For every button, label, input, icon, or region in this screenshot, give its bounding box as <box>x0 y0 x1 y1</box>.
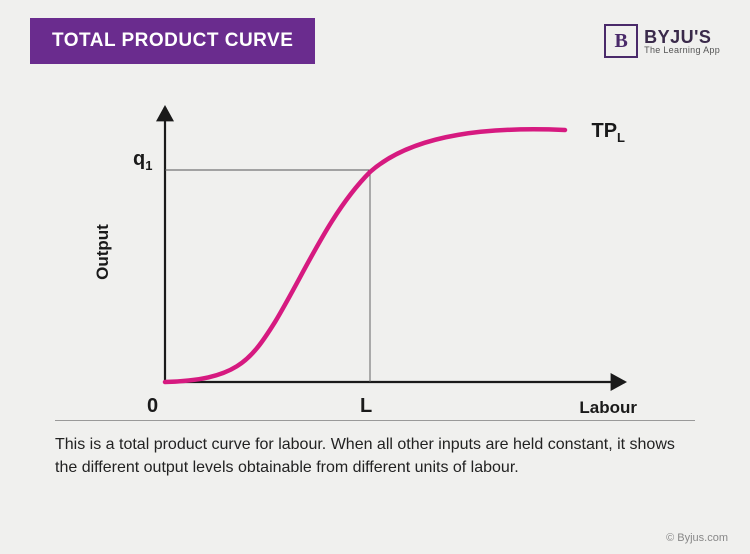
copyright-text: © Byjus.com <box>666 532 728 544</box>
x-axis-arrow-icon <box>611 373 627 391</box>
page-title: TOTAL PRODUCT CURVE <box>30 18 315 64</box>
brand-logo: B BYJU'S The Learning App <box>604 24 720 58</box>
origin-label: 0 <box>147 395 158 418</box>
logo-badge-icon: B <box>604 24 638 58</box>
tp-curve <box>165 129 565 382</box>
caption-container: This is a total product curve for labour… <box>55 420 695 479</box>
curve-label: TPL <box>591 120 625 145</box>
logo-main-text: BYJU'S <box>644 28 720 46</box>
chart-area: Output Labour 0 L q1 TPL <box>95 92 655 412</box>
chart-svg <box>95 92 655 412</box>
y-axis-arrow-icon <box>156 105 174 121</box>
y-axis-label: Output <box>93 224 113 280</box>
caption-text: This is a total product curve for labour… <box>55 433 695 479</box>
logo-sub-text: The Learning App <box>644 46 720 55</box>
logo-text: BYJU'S The Learning App <box>644 28 720 55</box>
x-axis-label: Labour <box>579 398 637 418</box>
header-bar: TOTAL PRODUCT CURVE B BYJU'S The Learnin… <box>0 0 750 74</box>
l-tick-label: L <box>360 395 372 418</box>
q1-tick-label: q1 <box>133 148 152 173</box>
